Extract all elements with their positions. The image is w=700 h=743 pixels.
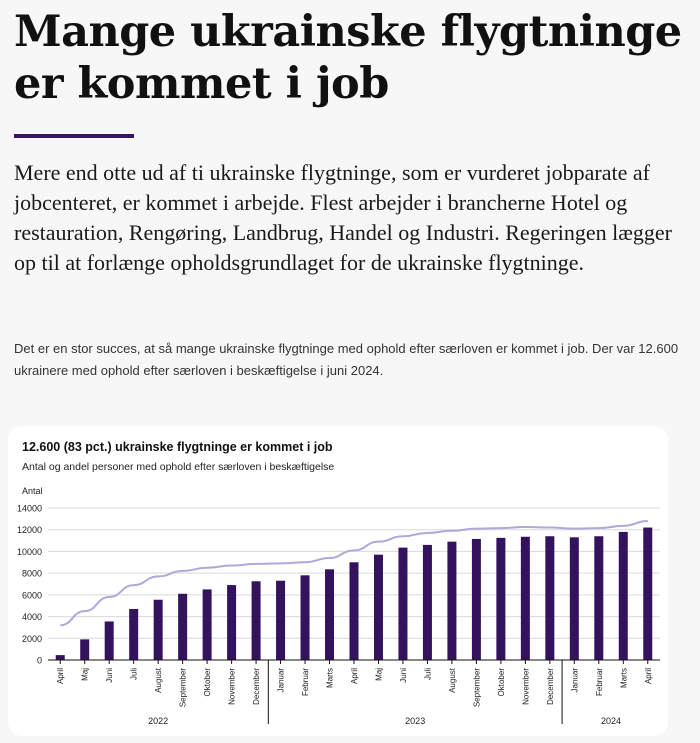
x-tick-label: April <box>644 668 653 684</box>
bar <box>276 580 286 660</box>
y-tick-label: 4000 <box>22 612 42 622</box>
x-tick-label: Oktober <box>497 668 506 697</box>
bar <box>569 537 579 660</box>
accent-rule <box>14 134 134 138</box>
bar <box>178 593 188 660</box>
bar <box>227 585 237 660</box>
bar-chart: Antal 0 2000 4000 6000 8000 10000 12000 14000 Apr… <box>17 486 660 726</box>
x-tick-label: Februar <box>301 668 310 696</box>
headline: Mange ukrainske flygtninge er kommet i j… <box>14 7 682 109</box>
x-tick-label: Juni <box>105 668 114 683</box>
chart-card: 12.600 (83 pct.) ukrainske flygtninge er… <box>8 426 668 736</box>
x-tick-label: Oktober <box>203 668 212 697</box>
bar <box>55 655 65 660</box>
bar <box>300 575 310 660</box>
bar <box>202 589 212 660</box>
y-tick-label: 0 <box>37 656 42 666</box>
bar <box>398 547 408 660</box>
y-tick-label: 10000 <box>17 547 42 557</box>
series-line <box>60 520 648 627</box>
chart-title: 12.600 (83 pct.) ukrainske flygtninge er… <box>22 440 333 454</box>
x-tick-label: Marts <box>326 668 335 688</box>
year-label: 2024 <box>601 716 621 726</box>
bar <box>104 621 114 660</box>
y-tick-label: 12000 <box>17 525 42 535</box>
x-tick-label: November <box>228 668 237 705</box>
x-tick-label: August <box>448 667 457 693</box>
x-tick-label: Marts <box>619 668 628 688</box>
x-tick-label: Januar <box>277 668 286 693</box>
x-tick-label: November <box>521 668 530 705</box>
bar <box>496 537 506 660</box>
bar <box>325 569 335 660</box>
x-tick-label: Maj <box>81 668 90 681</box>
x-tick-label: April <box>350 668 359 684</box>
x-tick-label: Februar <box>595 668 604 696</box>
bar <box>471 538 481 660</box>
x-tick-label: Juli <box>130 668 139 680</box>
x-tick-label: September <box>179 668 188 707</box>
bar <box>520 536 530 660</box>
bar <box>129 608 139 660</box>
lead-paragraph: Mere end otte ud af ti ukrainske flygtni… <box>14 160 673 275</box>
x-tick-label: December <box>252 668 261 705</box>
body-paragraph: Det er en stor succes, at så mange ukrai… <box>14 341 679 378</box>
bar <box>422 544 432 660</box>
bar <box>618 531 628 660</box>
bar <box>594 536 604 660</box>
y-tick-label: 2000 <box>22 634 42 644</box>
year-label: 2022 <box>148 716 168 726</box>
chart-subtitle: Antal og andel personer med ophold efter… <box>22 461 335 473</box>
bar <box>447 541 457 660</box>
y-tick-label: 8000 <box>22 569 42 579</box>
bar <box>373 554 383 660</box>
x-tick-label: Maj <box>374 668 383 681</box>
x-tick-label: September <box>472 668 481 707</box>
bar <box>80 639 90 660</box>
bar <box>349 562 359 660</box>
y-tick-label: 14000 <box>17 504 42 514</box>
x-tick-label: Juli <box>423 668 432 680</box>
y-axis-label: Antal <box>22 486 43 496</box>
x-tick-label: Januar <box>570 668 579 693</box>
x-tick-label: December <box>546 668 555 705</box>
bar <box>643 527 653 660</box>
bar <box>153 599 163 660</box>
year-label: 2023 <box>405 716 425 726</box>
bar <box>545 536 555 660</box>
y-tick-label: 6000 <box>22 590 42 600</box>
x-tick-label: April <box>56 668 65 684</box>
x-tick-label: Juni <box>399 668 408 683</box>
x-tick-label: August <box>154 667 163 693</box>
bar <box>251 581 261 660</box>
